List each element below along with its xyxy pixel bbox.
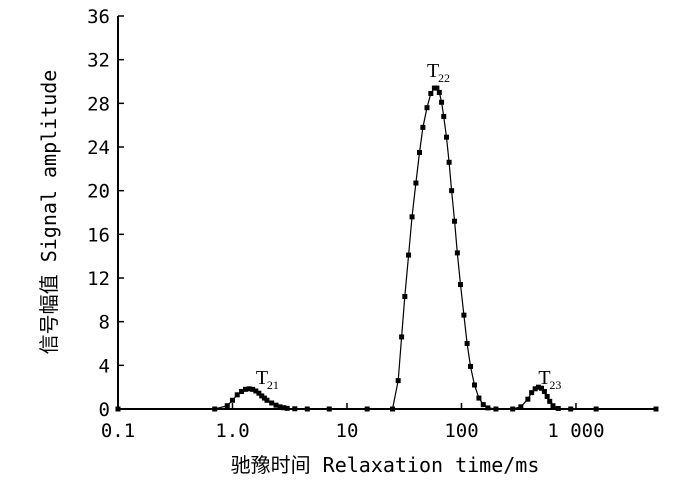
data-point (395, 378, 401, 384)
data-point (224, 403, 230, 409)
y-tick-label: 20 (87, 181, 110, 203)
data-point (281, 405, 287, 411)
data-point (253, 388, 259, 394)
data-point (246, 386, 252, 392)
data-series (115, 85, 659, 412)
data-point (264, 397, 270, 403)
data-point (229, 397, 235, 403)
data-point (485, 405, 491, 411)
data-point (439, 99, 445, 105)
data-point (555, 405, 561, 411)
data-point (444, 134, 450, 140)
data-point (510, 406, 516, 412)
peak-label-sub: 22 (438, 71, 450, 85)
data-point (413, 180, 419, 186)
y-axis: 0 4 8 12 16 20 24 28 32 36 (87, 6, 124, 421)
data-point (457, 282, 463, 288)
data-point (406, 252, 412, 258)
data-point (547, 398, 553, 404)
data-point (541, 389, 547, 395)
data-point (212, 406, 218, 412)
data-point (468, 363, 474, 369)
data-point (390, 406, 396, 412)
y-tick-label: 32 (87, 50, 110, 72)
series-line (118, 87, 656, 410)
data-point (544, 393, 550, 399)
y-tick-label: 4 (99, 355, 110, 377)
data-point (273, 402, 279, 408)
data-point (269, 400, 275, 406)
data-point (476, 395, 482, 401)
data-point (259, 393, 265, 399)
data-point (436, 89, 442, 95)
data-point (284, 405, 290, 411)
data-point (250, 386, 256, 392)
data-point (480, 402, 486, 408)
data-point (256, 390, 262, 396)
y-tick-label: 12 (87, 268, 110, 290)
y-tick-label: 28 (87, 93, 110, 115)
data-point (539, 385, 545, 391)
data-point (441, 113, 447, 119)
peak-label-main: T (427, 60, 439, 82)
x-tick-label: 100 (444, 420, 478, 442)
x-tick-label: 0.1 (101, 420, 135, 442)
data-point (261, 395, 267, 401)
x-axis-label: 驰豫时间 Relaxation time/ms (231, 453, 540, 477)
peak-label-sub: 23 (549, 378, 561, 392)
x-tick-label: 1 000 (547, 420, 604, 442)
data-point (234, 392, 240, 398)
x-tick-label: 1.0 (215, 420, 249, 442)
data-point (449, 188, 455, 194)
data-point (326, 406, 332, 412)
y-axis-label: 信号幅值 Signal amplitude (37, 70, 61, 355)
data-point (115, 406, 121, 412)
y-tick-label: 8 (99, 312, 110, 334)
data-point (446, 159, 452, 165)
data-point (420, 124, 426, 130)
peak-label-main: T (538, 367, 550, 389)
data-point (461, 312, 467, 318)
data-point (518, 404, 524, 410)
data-point (452, 218, 458, 224)
data-point (593, 406, 599, 412)
data-point (464, 341, 470, 346)
data-point (399, 334, 405, 340)
y-tick-label: 36 (87, 6, 110, 28)
peak-label: T22 (427, 60, 450, 85)
data-point (304, 406, 310, 412)
data-point (364, 406, 370, 412)
y-tick-label: 0 (99, 399, 110, 421)
peak-label-main: T (256, 367, 268, 389)
data-point (472, 382, 478, 388)
data-point (424, 105, 430, 111)
data-point (402, 294, 408, 300)
y-tick-label: 16 (87, 224, 110, 246)
data-point (529, 390, 535, 396)
data-point (277, 404, 283, 410)
data-point (550, 403, 556, 409)
data-point (428, 91, 434, 97)
peak-label-sub: 21 (267, 378, 279, 392)
data-point (535, 384, 541, 390)
data-point (434, 85, 440, 91)
data-point (417, 149, 423, 155)
data-point (532, 386, 538, 392)
data-point (243, 386, 249, 392)
data-point (454, 250, 460, 256)
data-point (568, 406, 574, 412)
y-tick-label: 24 (87, 137, 110, 159)
data-point (653, 406, 659, 412)
x-tick-label: 10 (336, 420, 359, 442)
data-point (525, 396, 531, 402)
data-point (292, 406, 298, 412)
data-point (239, 389, 245, 395)
data-point (409, 214, 415, 220)
peak-label: T23 (538, 367, 561, 392)
data-point (431, 85, 437, 91)
peak-label: T21 (256, 367, 279, 392)
data-point (493, 406, 499, 412)
